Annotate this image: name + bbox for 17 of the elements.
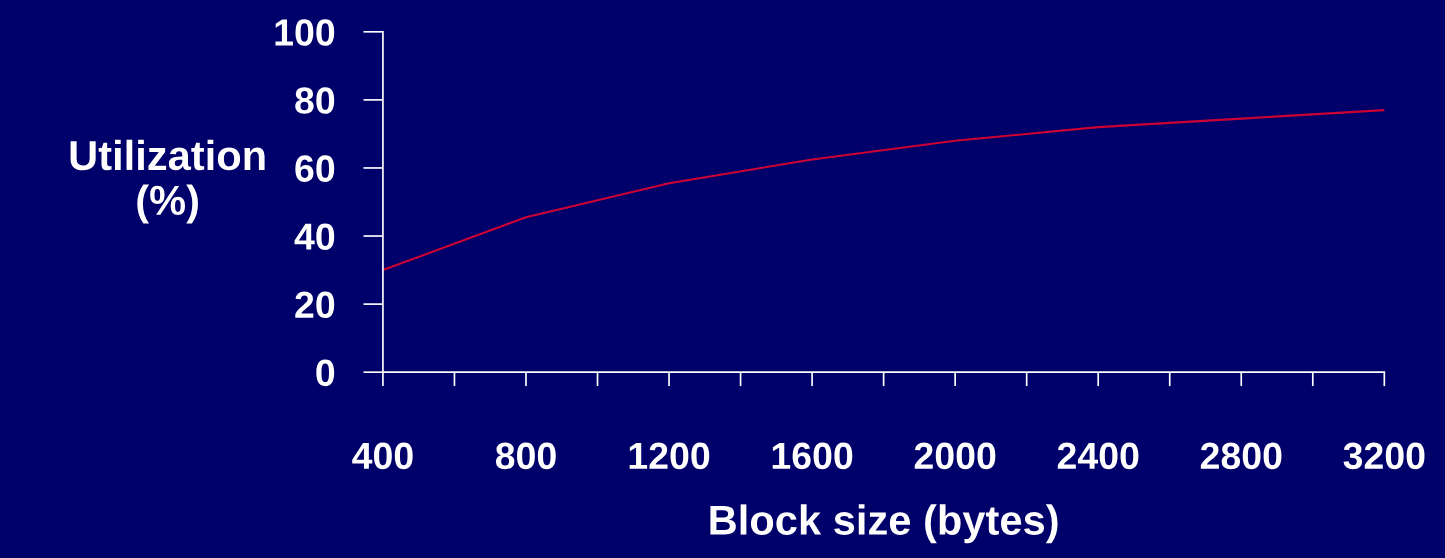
y-tick-label: 40 (294, 223, 335, 250)
line-series (382, 109, 1385, 272)
x-axis-title: Block size (bytes) (710, 504, 1058, 544)
x-tick-label: 2800 (1200, 442, 1282, 470)
x-tick-label: 1200 (629, 442, 710, 470)
y-tick-label: 0 (316, 359, 335, 387)
y-axis-title: Utilization (%) (70, 139, 265, 224)
y-tick-label: 100 (275, 19, 335, 46)
x-tick-label: 2400 (1057, 442, 1139, 470)
y-tick-label: 80 (295, 87, 335, 114)
x-tick-label: 800 (495, 442, 556, 470)
y-tick-label: 60 (295, 155, 335, 182)
y-tick-label: 20 (295, 291, 335, 319)
x-tick-label: 1600 (772, 442, 853, 470)
x-tick-label: 2000 (914, 442, 996, 470)
x-tick-label: 3200 (1343, 442, 1425, 470)
x-tick-label: 400 (352, 442, 413, 470)
